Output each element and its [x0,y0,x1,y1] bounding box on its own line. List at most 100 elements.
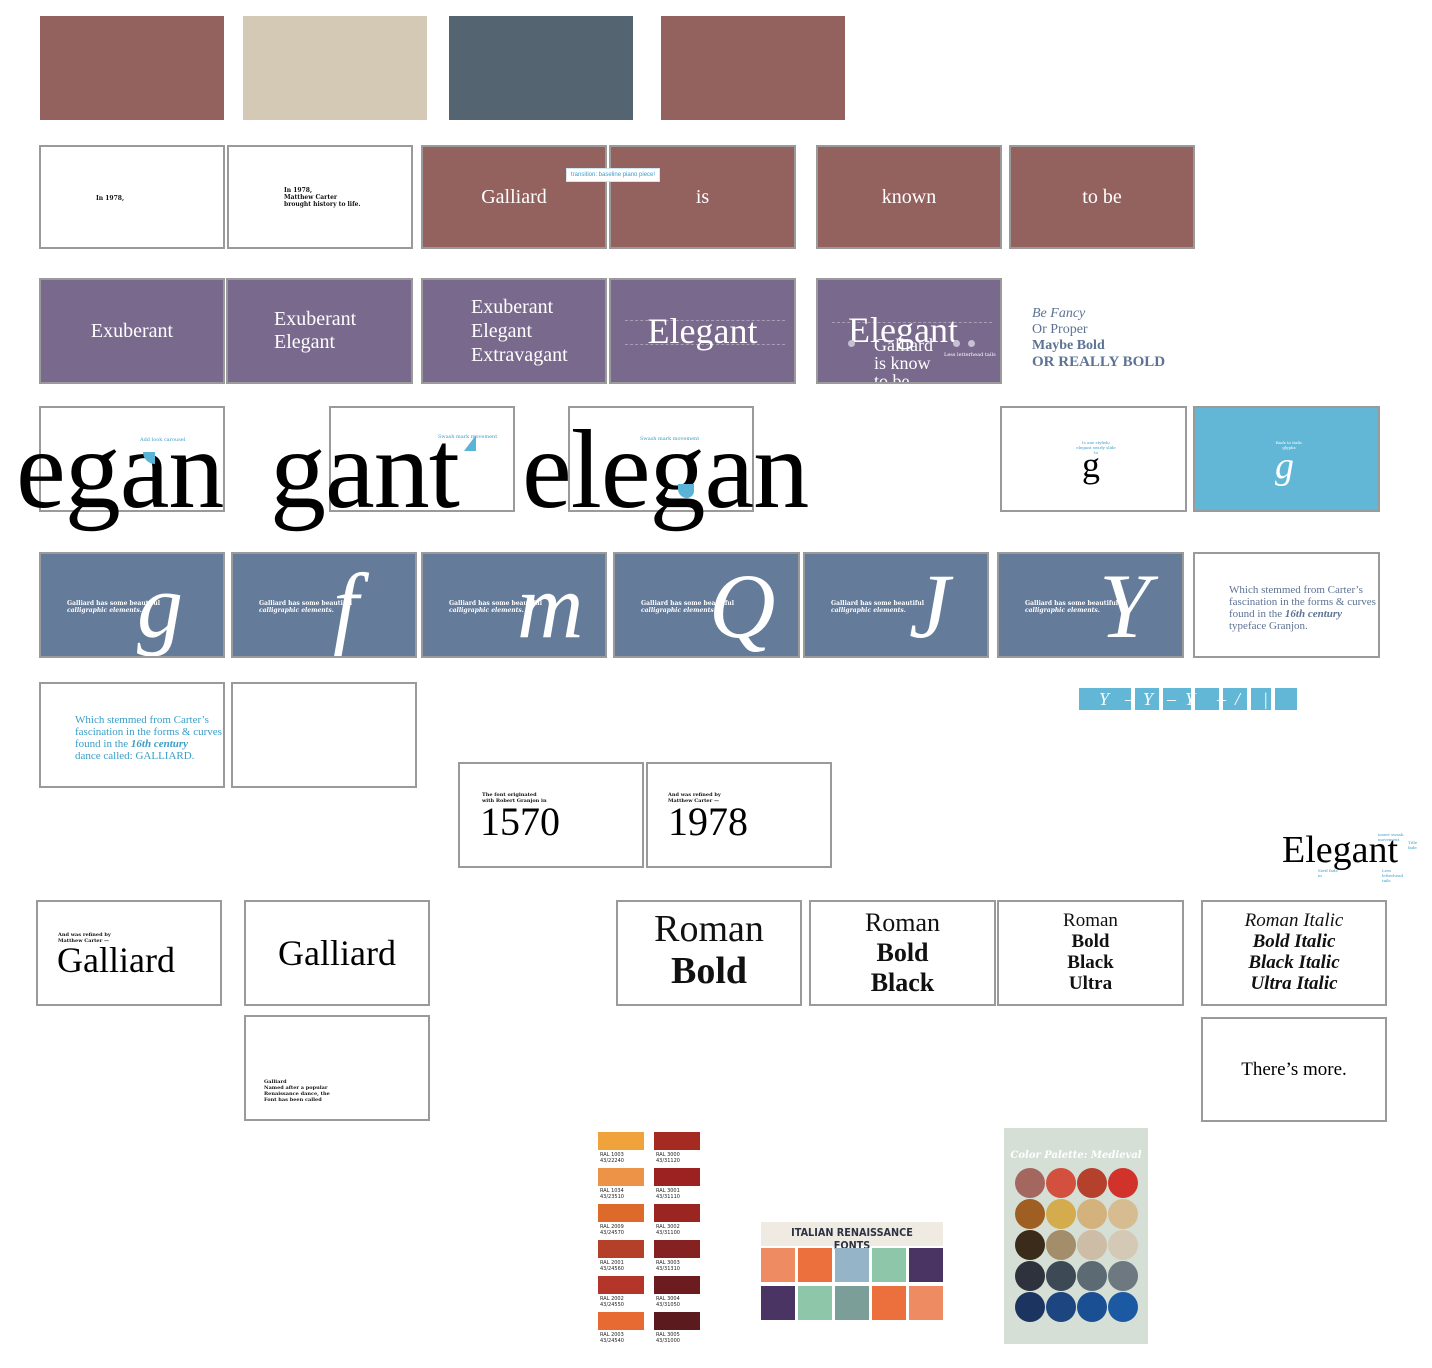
ral-swatch[interactable] [654,1276,700,1294]
glyph-strip[interactable]: Y – Y – Y – / | / [1079,688,1305,710]
palette-tile[interactable] [872,1286,906,1320]
slide-weights-3[interactable]: Roman Bold Black [809,900,996,1006]
palette-swatch[interactable] [1015,1230,1045,1260]
slide-egan[interactable] [39,406,225,512]
palette-tile[interactable] [872,1248,906,1282]
color-swatch[interactable] [40,16,224,120]
palette-swatch[interactable] [1015,1199,1045,1229]
palette-tile[interactable] [761,1248,795,1282]
slide-note: with Robert Granjon in [482,798,547,804]
palette-swatch[interactable] [1077,1261,1107,1291]
slide-three-words[interactable]: Exuberant Elegant Extravagant [421,278,607,384]
palette-tile[interactable] [761,1286,795,1320]
slide-weights-2[interactable]: Roman Bold [616,900,802,1006]
color-swatch[interactable] [449,16,633,120]
slide-in-1978[interactable]: In 1978, [39,145,225,249]
slide-weights-italic[interactable]: Roman Italic Bold Italic Black Italic Ul… [1201,900,1387,1006]
palette-swatch[interactable] [1108,1168,1138,1198]
slide-granjon-text[interactable]: Which stemmed from Carter’s fascination … [1193,552,1380,658]
renaissance-palette[interactable]: ITALIAN RENAISSANCE FONTS [761,1222,943,1322]
palette-swatch[interactable] [1077,1292,1107,1322]
slide-glyph-f[interactable]: Galliard has some beautiful calligraphic… [231,552,417,658]
ral-swatch[interactable] [598,1204,644,1222]
palette-swatch[interactable] [1046,1199,1076,1229]
palette-swatch[interactable] [1108,1230,1138,1260]
slide-gant[interactable] [329,406,515,512]
palette-tile[interactable] [835,1286,869,1320]
slide-word: Galliard [874,335,933,355]
slide-to-be[interactable]: to be [1009,145,1195,249]
palette-tile[interactable] [909,1248,943,1282]
slide-glyph-j[interactable]: Galliard has some beautiful calligraphic… [803,552,989,658]
slide-1978[interactable]: And was refined by Matthew Carter — 1978 [646,762,832,868]
slide-g-italic-cyan[interactable]: Back to italic glyphs g [1193,406,1380,512]
palette-swatch[interactable] [1108,1199,1138,1229]
ral-swatch[interactable] [598,1132,644,1150]
slide-elegan[interactable] [568,406,754,512]
slide-galliard-named[interactable]: Galliard Named after a popular Renaissan… [244,1015,430,1121]
slide-theres-more[interactable]: There’s more. [1201,1017,1387,1122]
slide-glyph-q[interactable]: Galliard has some beautiful calligraphic… [613,552,800,658]
slide-weights-4[interactable]: Roman Bold Black Ultra [997,900,1184,1006]
palette-swatch[interactable] [1077,1230,1107,1260]
palette-swatch[interactable] [1015,1292,1045,1322]
slide-glyph-y[interactable]: Galliard has some beautiful calligraphic… [997,552,1184,658]
ral-swatch[interactable] [598,1312,644,1330]
slide-known[interactable]: known [816,145,1002,249]
palette-tile[interactable] [798,1248,832,1282]
palette-tile[interactable] [798,1286,832,1320]
style-proper: Or Proper [1032,322,1088,337]
palette-swatch[interactable] [1046,1292,1076,1322]
ral-swatch[interactable] [654,1312,700,1330]
ral-swatch[interactable] [654,1240,700,1258]
palette-swatch[interactable] [1077,1199,1107,1229]
palette-swatch[interactable] [1108,1292,1138,1322]
ral-color-chart[interactable]: RAL 1003 43/22240 RAL 1034 43/23510 RAL 2009… [598,1132,702,1346]
palette-swatch[interactable] [1015,1168,1045,1198]
slide-caption: Galliard has some beautiful [1025,600,1119,607]
ral-swatch[interactable] [598,1168,644,1186]
palette-tile[interactable] [909,1286,943,1320]
palette-swatch[interactable] [1046,1230,1076,1260]
slide-elegant-galliard[interactable]: Elegant Galliard is know to be Less lett… [816,278,1002,384]
slide-word: to be [1082,185,1122,208]
slide-elegant[interactable]: Elegant [609,278,796,384]
slide-matthew-carter[interactable]: In 1978, Matthew Carter brought history … [227,145,413,249]
slide-exuberant[interactable]: Exuberant [39,278,225,384]
ral-swatch[interactable] [598,1240,644,1258]
slide-1570[interactable]: The font originated with Robert Granjon … [458,762,644,868]
slide-dance-text[interactable]: Which stemmed from Carter’s fascination … [39,682,225,788]
color-swatch[interactable] [661,16,845,120]
slide-glyph-g[interactable]: Galliard has some beautiful calligraphic… [39,552,225,658]
handle-dot[interactable] [968,340,975,347]
handle-dot[interactable] [953,340,960,347]
palette-swatch[interactable] [1015,1261,1045,1291]
body-line: Font has been called [264,1097,322,1103]
strip-glyph: / [1289,689,1295,709]
palette-swatch[interactable] [1108,1261,1138,1291]
ral-swatch[interactable] [654,1168,700,1186]
slide-text-line1: In 1978, [284,187,313,194]
slide-blank[interactable] [231,682,417,788]
palette-tile[interactable] [835,1248,869,1282]
ral-swatch[interactable] [654,1204,700,1222]
glyph-g: g [1082,445,1100,485]
medieval-palette[interactable]: Color Palette: Medieval [1004,1128,1148,1344]
elegant-cutout[interactable]: Elegant insert swash movement Title fade… [1264,828,1424,883]
ral-swatch[interactable] [654,1132,700,1150]
ral-swatch[interactable] [598,1276,644,1294]
strip-segment [1251,688,1271,710]
slide-galliard[interactable]: Galliard [421,145,607,249]
palette-swatch[interactable] [1046,1168,1076,1198]
slide-galliard[interactable]: Galliard [244,900,430,1006]
handle-dot[interactable] [848,340,855,347]
palette-swatch[interactable] [1077,1168,1107,1198]
slide-is[interactable]: is [609,145,796,249]
body-line: fascination in the forms & curves [75,726,222,738]
color-swatch[interactable] [243,16,427,120]
slide-exuberant-elegant[interactable]: Exuberant Elegant [226,278,413,384]
slide-g-plain[interactable]: Is one stylish/ elegant swirly slide to … [1000,406,1187,512]
palette-swatch[interactable] [1046,1261,1076,1291]
slide-glyph-m[interactable]: Galliard has some beautiful calligraphic… [421,552,607,658]
slide-galliard-refined[interactable]: And was refined by Matthew Carter — Gall… [36,900,222,1006]
